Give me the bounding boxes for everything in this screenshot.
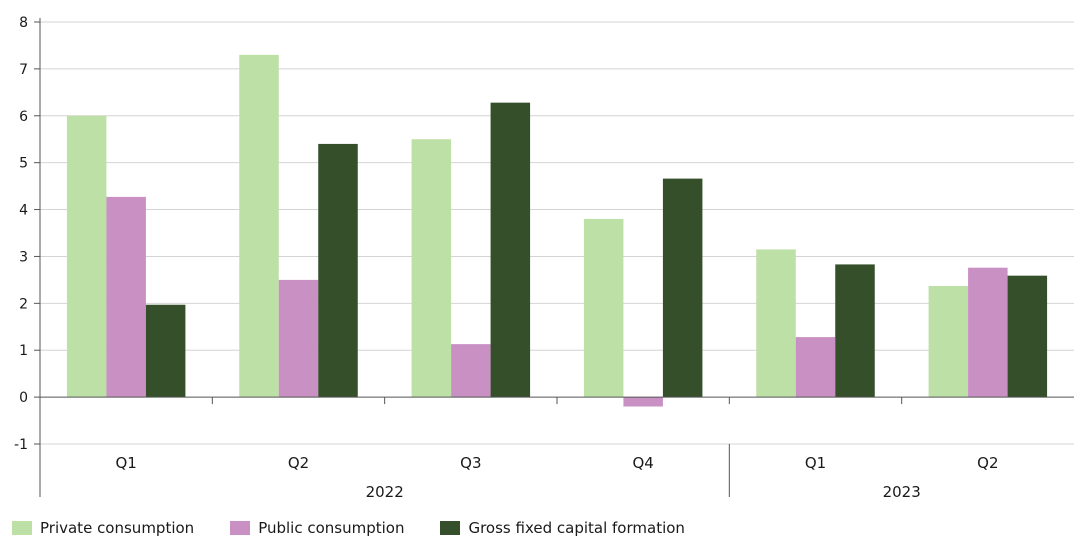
y-tick-labels: -1 0 1 2 3 4 5 6 7 8 [14,15,28,453]
bar-gross-fixed-capital-formation-1 [145,304,186,398]
legend-item-private-consumption: Private consumption [12,519,194,537]
y-tick-label--1: -1 [14,437,28,453]
year-label-2022: 2022 [366,483,404,501]
x-tick-labels: Q1 Q2 Q3 Q4 Q1 Q2 2022 2023 [115,454,998,501]
legend-label-gross-fixed-capital-formation: Gross fixed capital formation [468,519,685,537]
y-tick-label-3: 3 [19,249,28,265]
bar-public-consumption-6 [968,267,1008,398]
bar-private-consumption-1 [66,115,107,398]
y-tick-label-0: 0 [19,390,28,406]
year-label-2023: 2023 [883,483,921,501]
x-tick-label-2: Q2 [288,454,309,472]
bar-private-consumption-4 [583,218,624,398]
axes [34,18,1074,497]
y-tick-label-4: 4 [19,203,28,219]
bars [66,54,1048,407]
y-tick-label-1: 1 [19,343,28,359]
bar-public-consumption-4 [623,397,663,407]
legend-swatch-private-consumption [12,521,32,535]
bar-gross-fixed-capital-formation-5 [835,264,875,398]
bar-public-consumption-2 [278,279,319,398]
bar-gross-fixed-capital-formation-3 [490,102,531,398]
y-tick-label-6: 6 [19,109,28,125]
bar-private-consumption-2 [239,54,279,398]
bar-public-consumption-3 [451,344,491,398]
legend-label-public-consumption: Public consumption [258,519,405,537]
legend: Private consumption Public consumption G… [12,518,721,538]
x-tick-label-4: Q4 [632,454,653,472]
x-tick-label-3: Q3 [460,454,481,472]
y-tick-label-7: 7 [19,62,28,78]
bar-gross-fixed-capital-formation-2 [318,143,358,398]
legend-label-private-consumption: Private consumption [40,519,195,537]
legend-item-public-consumption: Public consumption [230,519,404,537]
x-tick-label-1: Q1 [115,454,136,472]
legend-swatch-gross-fixed-capital-formation [440,521,461,535]
bar-public-consumption-1 [106,196,146,398]
bar-private-consumption-3 [411,139,452,398]
y-tick-label-8: 8 [19,15,28,31]
chart: -1 0 1 2 3 4 5 6 7 8 Q1 Q2 Q3 Q4 Q1 Q2 2022 2023 [14,15,1074,501]
bar-private-consumption-6 [928,285,969,398]
legend-item-gross-fixed-capital-formation: Gross fixed capital formation [440,519,685,537]
y-tick-label-2: 2 [19,296,28,312]
bar-gross-fixed-capital-formation-4 [662,178,703,398]
x-tick-label-6: Q2 [977,454,998,472]
bar-private-consumption-5 [756,249,796,398]
grid-lines [40,21,1074,445]
y-tick-label-5: 5 [19,156,28,172]
bar-gross-fixed-capital-formation-6 [1007,275,1048,398]
bar-public-consumption-5 [795,337,836,398]
legend-swatch-public-consumption [230,521,251,535]
x-tick-label-5: Q1 [805,454,826,472]
